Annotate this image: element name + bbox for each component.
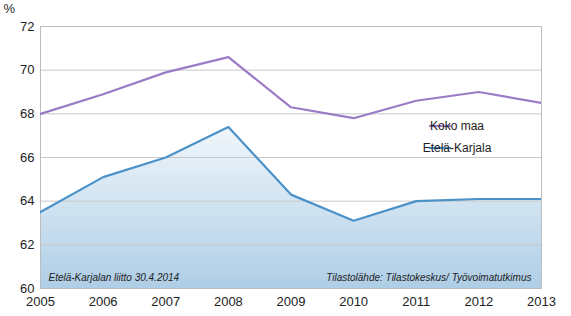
svg-text:Tilastolähde: Tilastokeskus/ T: Tilastolähde: Tilastokeskus/ Työvoimatut… [326,272,531,283]
svg-text:66: 66 [20,150,34,165]
svg-text:64: 64 [20,193,34,208]
svg-text:Etelä-Karjala: Etelä-Karjala [423,141,492,155]
svg-text:2009: 2009 [277,294,306,309]
svg-text:2007: 2007 [151,294,180,309]
svg-text:%: % [4,1,16,16]
svg-text:2010: 2010 [339,294,368,309]
svg-text:2006: 2006 [89,294,118,309]
svg-text:2011: 2011 [402,294,430,309]
svg-text:2008: 2008 [214,294,243,309]
svg-text:Etelä-Karjalan liitto 30.4.201: Etelä-Karjalan liitto 30.4.2014 [49,272,180,283]
svg-text:2013: 2013 [527,294,556,309]
svg-text:Koko maa: Koko maa [430,119,484,133]
svg-text:2005: 2005 [26,294,55,309]
svg-text:62: 62 [20,237,34,252]
svg-text:2012: 2012 [464,294,493,309]
svg-text:60: 60 [20,280,35,296]
svg-text:70: 70 [20,62,34,77]
svg-text:72: 72 [20,19,34,34]
svg-text:68: 68 [20,106,34,121]
